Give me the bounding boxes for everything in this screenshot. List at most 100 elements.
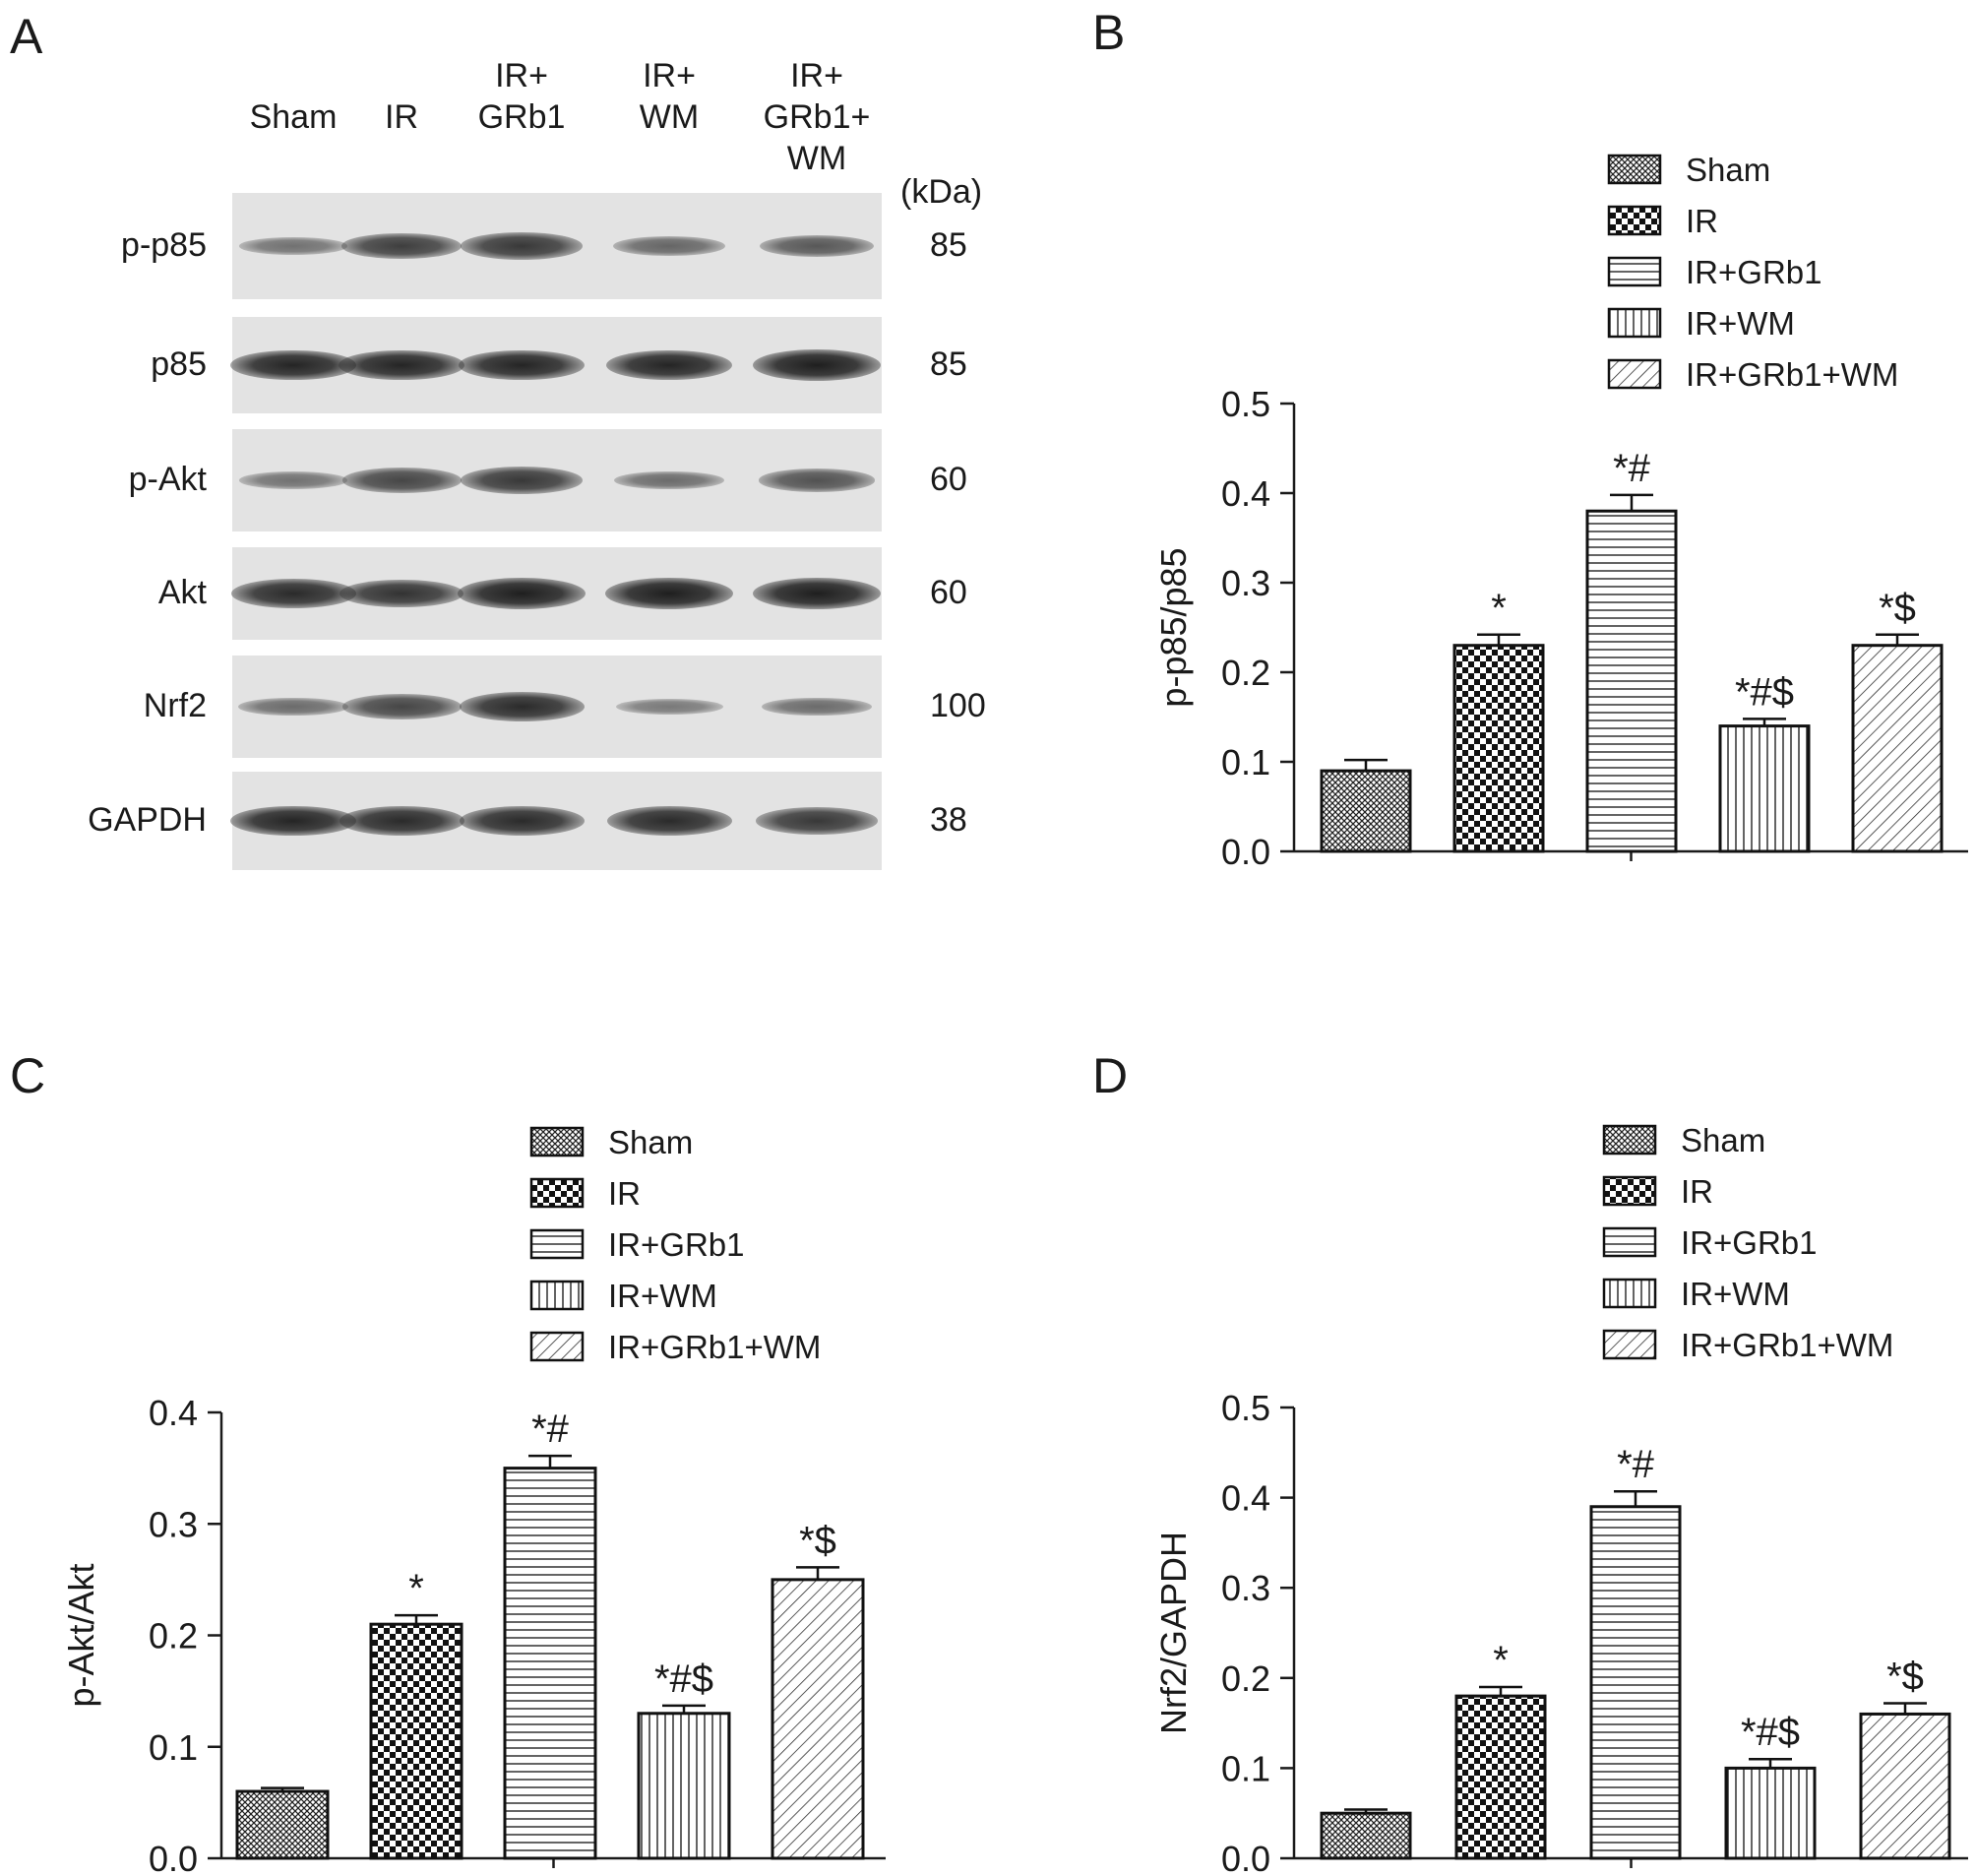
- western-blot-panel: A Sham IR IR+ GRb1 IR+ WM IR+ GRb1+ WM (kDa) p-p…: [0, 0, 1023, 886]
- bar: [1320, 769, 1412, 853]
- blot-row-label: Akt: [157, 574, 207, 611]
- panel-letter: B: [1092, 5, 1125, 60]
- y-tick-label: 0.1: [1221, 1748, 1270, 1788]
- blot-band: [762, 697, 872, 717]
- legend-entry: IR: [1686, 203, 1718, 239]
- significance-label: *: [1491, 587, 1507, 630]
- chart-panel-c: C Sham IR IR+GRb1 IR+WM IR+GRb1+WM 0.0 0.1 0.2 0.…: [10, 1048, 886, 1876]
- bar: [1454, 1694, 1547, 1860]
- legend-swatch: [1607, 256, 1662, 287]
- blot-band: [458, 349, 586, 381]
- significance-label: *#$: [1741, 1711, 1800, 1754]
- legend-swatch: [529, 1126, 585, 1157]
- y-tick-label: 0.0: [149, 1839, 198, 1876]
- blot-band: [614, 470, 724, 490]
- legend-swatch: [529, 1228, 585, 1260]
- y-tick-label: 0.2: [1221, 653, 1270, 693]
- blot-band: [230, 579, 356, 608]
- lane-label-line: IR+: [643, 57, 696, 94]
- y-tick-label: 0.0: [1221, 1839, 1270, 1876]
- significance-label: *$: [1879, 587, 1916, 630]
- y-tick-label: 0.0: [1221, 832, 1270, 872]
- legend-entry: Sham: [1686, 152, 1770, 188]
- blot-band: [605, 349, 733, 381]
- blot-row-label: p-Akt: [128, 461, 207, 498]
- significance-label: *$: [1886, 1655, 1924, 1698]
- blot-band: [753, 349, 881, 381]
- y-axis-label: p-Akt/Akt: [61, 1563, 101, 1707]
- blot-band: [341, 468, 462, 493]
- lane-label: Sham: [224, 96, 362, 138]
- legend-swatch: [529, 1331, 585, 1362]
- y-tick-label: 0.1: [149, 1727, 198, 1768]
- blot-band: [461, 467, 583, 494]
- legend-entry: Sham: [1681, 1122, 1765, 1158]
- legend-entry: IR+GRb1+WM: [608, 1329, 821, 1365]
- y-tick-label: 0.2: [1221, 1658, 1270, 1699]
- significance-label: *$: [799, 1519, 836, 1562]
- molecular-weight: 85: [930, 226, 967, 264]
- legend-swatch: [1602, 1124, 1657, 1156]
- legend-entry: IR+WM: [1681, 1276, 1790, 1312]
- blot-band: [613, 236, 725, 256]
- bar: [1452, 644, 1545, 853]
- lane-label-line: GRb1+: [763, 98, 871, 136]
- legend-entry: IR+GRb1+WM: [1681, 1327, 1893, 1363]
- y-tick-label: 0.3: [149, 1504, 198, 1544]
- panel-letter: C: [10, 1048, 45, 1103]
- lane-label-line: IR+: [495, 57, 548, 94]
- bar: [1589, 1505, 1682, 1860]
- significance-label: *#: [531, 1407, 570, 1451]
- y-tick-label: 0.5: [1221, 1388, 1270, 1428]
- y-tick-label: 0.1: [1221, 742, 1270, 782]
- bar: [1724, 1766, 1817, 1860]
- lane-label: IR+ GRb1+ WM: [748, 55, 886, 179]
- significance-label: *#: [1617, 1443, 1655, 1486]
- legend-entry: IR+GRb1: [608, 1226, 744, 1263]
- legend-swatch: [1602, 1175, 1657, 1207]
- blot-band: [229, 349, 357, 381]
- significance-label: *#$: [1735, 670, 1794, 714]
- legend-swatch: [1607, 307, 1662, 339]
- legend-entry: IR+WM: [1686, 305, 1795, 342]
- y-tick-label: 0.5: [1221, 384, 1270, 424]
- bar: [1718, 724, 1811, 853]
- blot-band: [753, 578, 881, 609]
- legend-swatch: [1602, 1226, 1657, 1258]
- legend-entry: IR+WM: [608, 1278, 717, 1314]
- significance-label: *#$: [654, 1657, 713, 1701]
- lane-label-line: GRb1: [477, 98, 566, 136]
- blot-band: [615, 698, 723, 716]
- panel-letter: D: [1092, 1048, 1128, 1103]
- molecular-weight: 60: [930, 574, 967, 611]
- lane-label-line: IR: [385, 98, 418, 136]
- blot-band: [238, 471, 348, 489]
- blot-band: [459, 806, 585, 836]
- y-tick-label: 0.3: [1221, 1568, 1270, 1608]
- blot-band: [605, 578, 733, 609]
- legend-swatch: [529, 1280, 585, 1311]
- lane-label-line: WM: [786, 140, 847, 177]
- blot-row-label: GAPDH: [88, 801, 207, 839]
- significance-label: *#: [1613, 447, 1651, 490]
- significance-label: *: [1493, 1639, 1509, 1682]
- y-tick-label: 0.4: [1221, 473, 1270, 514]
- bar: [1859, 1712, 1951, 1860]
- legend-entry: Sham: [608, 1124, 693, 1160]
- lane-label: IR+ GRb1: [453, 55, 590, 138]
- blot-band: [759, 469, 875, 492]
- blot-band: [339, 806, 464, 836]
- legend-entry: IR+GRb1: [1681, 1224, 1817, 1261]
- bar: [369, 1622, 463, 1860]
- bar: [771, 1578, 865, 1860]
- kda-header: (kDa): [900, 173, 983, 211]
- blot-strip: [232, 193, 882, 299]
- blot-band: [756, 807, 878, 835]
- legend-entry: IR: [608, 1175, 641, 1212]
- blot-band: [759, 234, 875, 258]
- blot-strip: [229, 317, 882, 413]
- chart-panel-b: B Sham IR IR+GRb1 IR+WM IR+GRb1+WM 0.0 0.1 0.2 0.…: [1092, 5, 1968, 872]
- blot-strip: [232, 429, 882, 532]
- panel-letter-a: A: [10, 9, 43, 64]
- blot-band: [340, 232, 463, 260]
